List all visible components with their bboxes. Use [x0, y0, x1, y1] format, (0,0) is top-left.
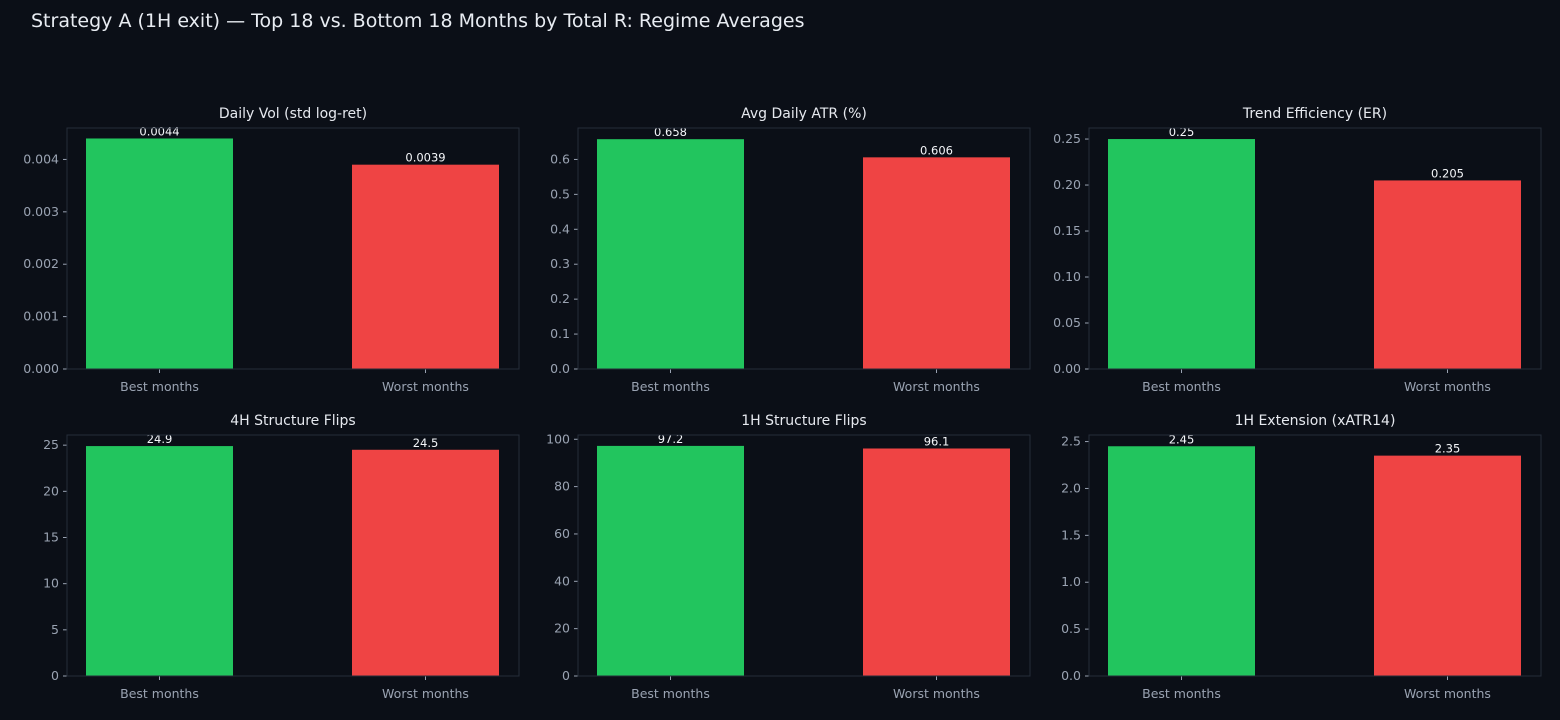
plot-frame	[66, 127, 520, 370]
bar-best-months	[597, 445, 744, 676]
value-label: 0.606	[920, 143, 953, 157]
y-tick-label: 0.0	[550, 361, 570, 376]
y-tick-label: 2.0	[1061, 480, 1081, 495]
chart-panel-2: Avg Daily ATR (%) 0.658 Best months 0.606 Wo…	[550, 106, 1031, 394]
category-label: Best months	[631, 686, 710, 701]
y-tick-label: 0	[562, 668, 570, 683]
y-tick-label: 0.2	[550, 291, 570, 306]
y-tick-label: 0.5	[1061, 621, 1081, 636]
value-label: 0.25	[1169, 125, 1195, 139]
y-tick-label: 0.0	[1061, 668, 1081, 683]
panel-title: 1H Structure Flips	[741, 413, 866, 429]
category-label: Worst months	[382, 686, 469, 701]
y-tick-label: 5	[51, 622, 59, 637]
category-label: Worst months	[382, 379, 469, 394]
chart-panel-1: Daily Vol (std log-ret) 0.0044 Best months…	[23, 106, 520, 394]
y-tick-label: 0.20	[1053, 177, 1081, 192]
y-tick-label: 0	[51, 668, 59, 683]
figure-title: Strategy A (1H exit) — Top 18 vs. Bottom…	[31, 10, 805, 32]
category-label: Best months	[120, 686, 199, 701]
value-label: 24.9	[147, 432, 173, 446]
y-tick-label: 0.25	[1053, 131, 1081, 146]
y-tick-label: 0.003	[23, 204, 59, 219]
value-label: 0.0044	[139, 124, 179, 138]
panel-title: Trend Efficiency (ER)	[1242, 106, 1387, 122]
y-tick-label: 80	[554, 479, 570, 494]
bar-worst-months	[1374, 180, 1521, 369]
value-label: 2.35	[1435, 442, 1461, 456]
value-label: 0.205	[1431, 166, 1464, 180]
y-tick-label: 0.15	[1053, 223, 1081, 238]
y-tick-label: 20	[43, 483, 59, 498]
y-tick-label: 0.6	[550, 151, 570, 166]
panel-title: 1H Extension (xATR14)	[1235, 413, 1396, 429]
y-tick-label: 0.1	[550, 326, 570, 341]
bar-best-months	[86, 138, 233, 369]
bar-worst-months	[352, 449, 499, 676]
chart-panel-6: 1H Extension (xATR14) 2.45 Best months 2.35…	[1061, 413, 1542, 701]
y-tick-label: 0.001	[23, 309, 59, 324]
bar-worst-months	[352, 164, 499, 369]
y-tick-label: 0.5	[550, 186, 570, 201]
y-tick-label: 0.3	[550, 256, 570, 271]
plot-frame	[1088, 434, 1542, 677]
panel-title: Daily Vol (std log-ret)	[219, 106, 367, 122]
panel-title: Avg Daily ATR (%)	[741, 106, 867, 122]
y-tick-label: 2.5	[1061, 434, 1081, 449]
y-tick-label: 15	[43, 529, 59, 544]
chart-panel-3: Trend Efficiency (ER) 0.25 Best months 0.20…	[1053, 106, 1542, 394]
value-label: 97.2	[658, 432, 684, 446]
y-tick-label: 0.000	[23, 361, 59, 376]
y-tick-label: 0.05	[1053, 315, 1081, 330]
y-tick-label: 1.5	[1061, 527, 1081, 542]
category-label: Best months	[1142, 686, 1221, 701]
category-label: Best months	[1142, 379, 1221, 394]
value-label: 24.5	[413, 436, 439, 450]
y-tick-label: 0.004	[23, 151, 59, 166]
bar-worst-months	[863, 448, 1010, 676]
category-label: Worst months	[893, 379, 980, 394]
panel-title: 4H Structure Flips	[230, 413, 355, 429]
category-label: Worst months	[1404, 686, 1491, 701]
y-tick-label: 20	[554, 621, 570, 636]
category-label: Worst months	[1404, 379, 1491, 394]
y-tick-label: 0.002	[23, 256, 59, 271]
y-tick-label: 100	[546, 431, 570, 446]
y-tick-label: 0.00	[1053, 361, 1081, 376]
bar-best-months	[86, 446, 233, 676]
bar-best-months	[1108, 139, 1255, 369]
plot-frame	[577, 127, 1031, 370]
bar-worst-months	[863, 157, 1010, 369]
chart-panel-4: 4H Structure Flips 24.9 Best months 24.5 Wor…	[43, 413, 520, 701]
value-label: 2.45	[1169, 432, 1195, 446]
y-tick-label: 1.0	[1061, 574, 1081, 589]
value-label: 0.658	[654, 125, 687, 139]
value-label: 0.0039	[405, 151, 445, 165]
y-tick-label: 10	[43, 576, 59, 591]
chart-panel-5: 1H Structure Flips 97.2 Best months 96.1 Wor…	[546, 413, 1031, 701]
category-label: Worst months	[893, 686, 980, 701]
value-label: 96.1	[924, 434, 950, 448]
y-tick-label: 60	[554, 526, 570, 541]
bar-best-months	[1108, 446, 1255, 676]
bar-best-months	[597, 139, 744, 369]
plot-frame	[1088, 127, 1542, 370]
y-tick-label: 0.4	[550, 221, 570, 236]
y-tick-label: 25	[43, 437, 59, 452]
plot-frame	[577, 434, 1031, 677]
plot-frame	[66, 434, 520, 677]
y-tick-label: 0.10	[1053, 269, 1081, 284]
y-tick-label: 40	[554, 573, 570, 588]
category-label: Best months	[631, 379, 710, 394]
category-label: Best months	[120, 379, 199, 394]
bar-worst-months	[1374, 455, 1521, 676]
